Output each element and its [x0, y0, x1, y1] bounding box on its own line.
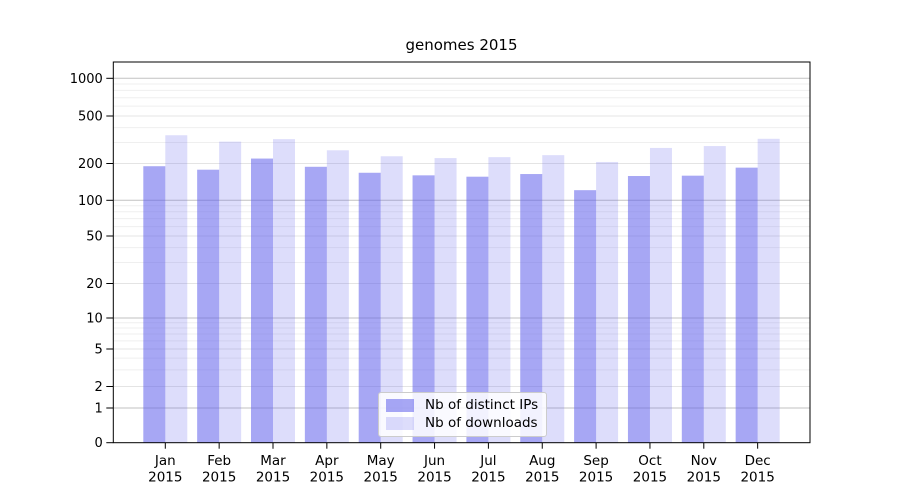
x-tick-label-year-jun: 2015	[417, 470, 451, 486]
x-tick-label-month-may: May	[367, 453, 395, 469]
x-tick-label-month-apr: Apr	[315, 453, 339, 469]
y-tick-label-200: 200	[78, 157, 103, 172]
x-tick-label-year-sep: 2015	[579, 470, 613, 486]
bar-ips-apr	[304, 166, 327, 443]
bar-downloads-jun	[434, 158, 457, 443]
bar-ips-mar	[251, 158, 273, 443]
plot-border	[112, 61, 811, 444]
bar-downloads-nov	[703, 146, 726, 443]
x-tick-label-month-aug: Aug	[529, 453, 555, 469]
y-tick-label-500: 500	[78, 110, 103, 125]
y-tick-label-1000: 1000	[70, 72, 103, 87]
bar-downloads-may	[380, 156, 403, 443]
bar-ips-jul	[466, 176, 489, 443]
x-tick-label-year-aug: 2015	[525, 470, 559, 486]
x-tick-label-month-oct: Oct	[638, 453, 661, 469]
legend-label-distinct-ips: Nb of distinct IPs	[425, 397, 539, 413]
bar-downloads-apr	[326, 150, 349, 443]
y-tick-label-5: 5	[95, 343, 103, 358]
bar-downloads-jul	[488, 157, 511, 443]
x-tick-label-month-jan: Jan	[154, 453, 176, 469]
x-tick-label-month-jul: Jul	[479, 453, 496, 469]
y-tick-label-50: 50	[86, 230, 103, 245]
legend-item-downloads: Nb of downloads	[386, 415, 538, 431]
bar-ips-jun	[412, 175, 435, 443]
x-tick-label-month-nov: Nov	[691, 453, 717, 469]
x-tick-label-year-apr: 2015	[310, 470, 344, 486]
y-tick-label-100: 100	[78, 194, 103, 209]
y-tick-label-10: 10	[86, 312, 103, 327]
legend-label-downloads: Nb of downloads	[425, 415, 538, 431]
bar-downloads-aug	[542, 155, 565, 443]
x-tick-label-year-mar: 2015	[256, 470, 290, 486]
x-tick-label-month-feb: Feb	[207, 453, 231, 469]
y-tick-label-20: 20	[86, 277, 103, 292]
x-tick-label-month-mar: Mar	[260, 453, 286, 469]
x-tick-label-year-feb: 2015	[202, 470, 236, 486]
legend-swatch-downloads	[386, 416, 414, 430]
x-tick-label-year-jan: 2015	[148, 470, 182, 486]
y-tick-label-1: 1	[95, 402, 103, 417]
x-tick-label-year-oct: 2015	[633, 470, 667, 486]
x-tick-label-month-sep: Sep	[583, 453, 608, 469]
x-tick-label-year-nov: 2015	[687, 470, 721, 486]
chart-title: genomes 2015	[405, 36, 518, 54]
bar-ips-jan	[143, 166, 166, 443]
bar-downloads-jan	[165, 135, 188, 443]
x-tick-label-month-dec: Dec	[745, 453, 771, 469]
y-tick-label-0: 0	[95, 436, 103, 451]
legend-item-distinct-ips: Nb of distinct IPs	[386, 397, 538, 413]
bar-ips-nov	[681, 175, 704, 443]
bar-ips-oct	[627, 176, 650, 443]
bar-ips-aug	[520, 174, 543, 443]
x-tick-label-year-jul: 2015	[471, 470, 505, 486]
bar-ips-dec	[735, 167, 758, 443]
legend: Nb of distinct IPs Nb of downloads	[378, 392, 547, 437]
bar-downloads-mar	[273, 139, 295, 443]
x-tick-label-month-jun: Jun	[423, 453, 445, 469]
bar-downloads-oct	[649, 147, 672, 443]
bar-ips-may	[358, 172, 381, 443]
bar-downloads-dec	[757, 138, 780, 443]
bar-ips-sep	[574, 190, 597, 443]
x-tick-label-year-dec: 2015	[740, 470, 774, 486]
bar-downloads-feb	[219, 141, 242, 443]
x-tick-label-year-may: 2015	[364, 470, 398, 486]
bar-ips-feb	[197, 169, 220, 443]
y-tick-label-2: 2	[95, 380, 103, 395]
bar-downloads-sep	[596, 161, 619, 443]
legend-swatch-distinct-ips	[386, 398, 414, 412]
